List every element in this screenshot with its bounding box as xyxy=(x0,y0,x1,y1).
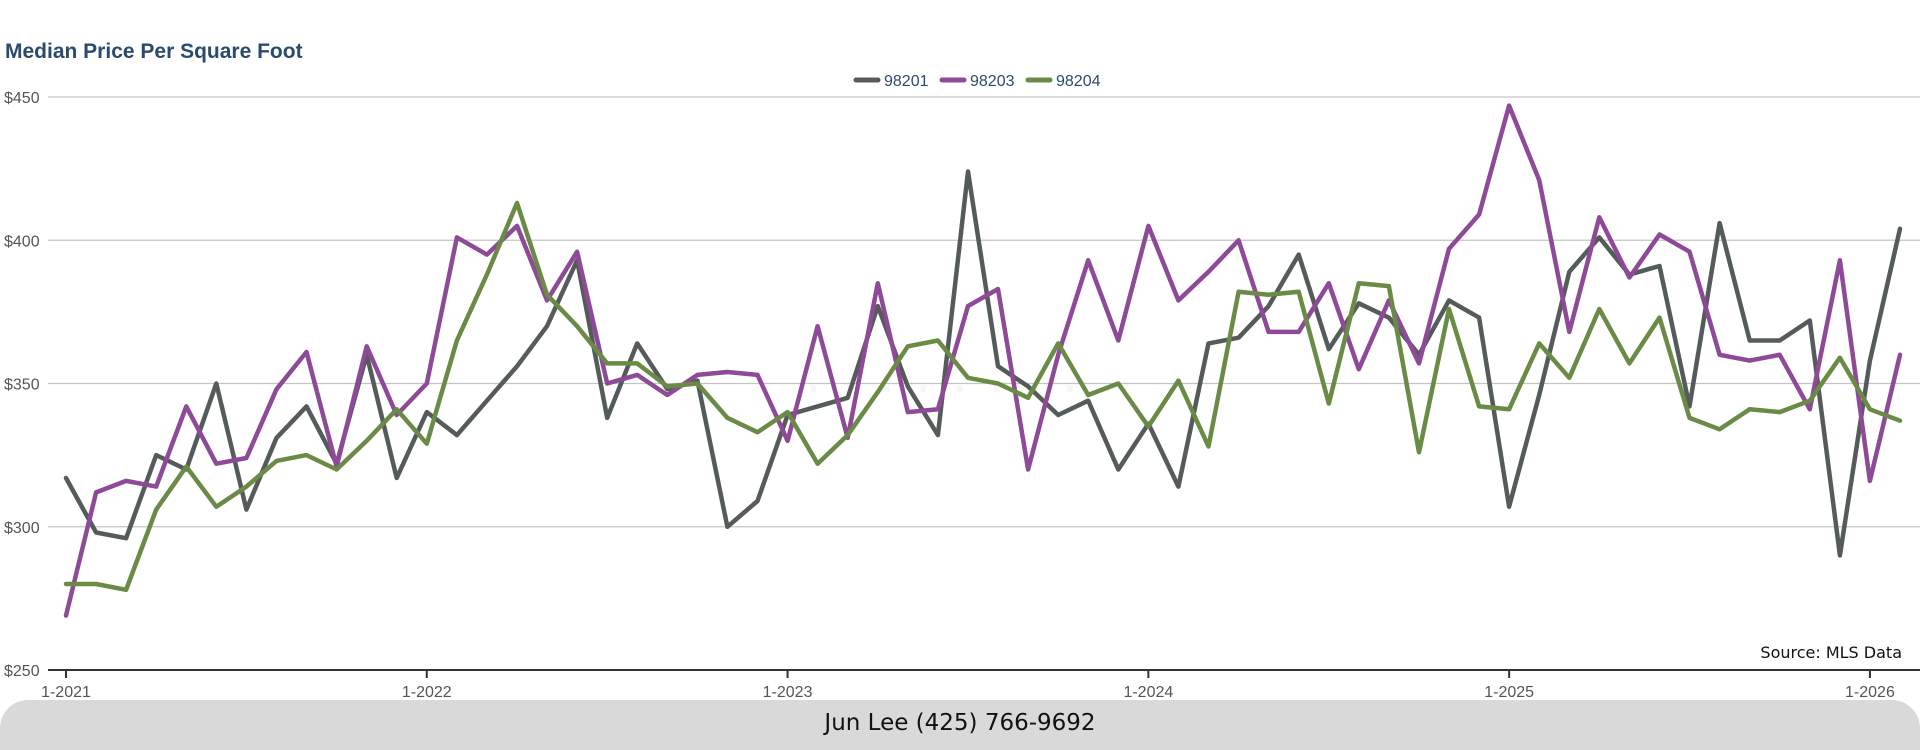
x-axis-ticks: 1-2021 1-2022 1-2023 1-2024 1-2025 1-2026 xyxy=(41,670,1895,701)
chart-title: Median Price Per Square Foot xyxy=(5,40,303,63)
series-lines xyxy=(63,103,1903,618)
agent-contact: Jun Lee (425) 766-9692 xyxy=(824,710,1096,736)
x-tick-label: 1-2023 xyxy=(763,684,813,701)
x-tick-label: 1-2021 xyxy=(41,684,91,701)
y-axis: $250 $300 $350 $400 $450 xyxy=(4,90,40,680)
x-tick-label: 1-2025 xyxy=(1484,684,1534,701)
x-tick-label: 1-2024 xyxy=(1123,684,1173,701)
series-line-98204 xyxy=(63,200,1903,593)
x-tick-label: 1-2022 xyxy=(402,684,452,701)
y-tick-label: $300 xyxy=(4,520,40,537)
footer-bar: Jun Lee (425) 766-9692 xyxy=(0,700,1920,750)
legend-label-98203: 98203 xyxy=(970,73,1015,90)
y-tick-label: $350 xyxy=(4,377,40,394)
y-tick-label: $450 xyxy=(4,90,40,107)
y-tick-label: $400 xyxy=(4,233,40,250)
gridlines xyxy=(48,96,1920,528)
x-tick-label: 1-2026 xyxy=(1845,684,1895,701)
legend-label-98204: 98204 xyxy=(1056,73,1101,90)
y-tick-label: $250 xyxy=(4,663,40,680)
source-note: Source: MLS Data xyxy=(1760,643,1902,662)
legend: 98201 98203 98204 xyxy=(853,73,1101,90)
legend-label-98201: 98201 xyxy=(884,73,929,90)
series-line-98203 xyxy=(63,103,1903,618)
